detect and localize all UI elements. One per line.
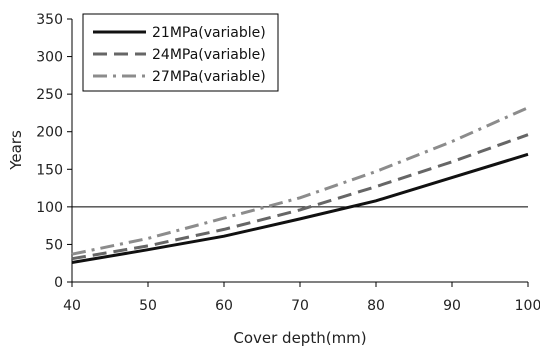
series-line bbox=[71, 133, 529, 261]
x-tick-label: 50 bbox=[139, 298, 157, 314]
x-axis-ticks: 40 50 60 70 80 90 100 bbox=[63, 282, 540, 314]
plot-area: 0 50 100 150 200 250 300 350 40 50 60 70 80 90 100 bbox=[36, 12, 540, 314]
legend: 21MPa(variable) 24MPa(variable) 27MPa(vari… bbox=[82, 13, 279, 92]
x-axis-title: Cover depth(mm) bbox=[233, 329, 366, 347]
y-tick-label: 200 bbox=[36, 125, 63, 141]
y-tick-label: 300 bbox=[36, 50, 63, 66]
y-tick-label: 50 bbox=[45, 237, 63, 253]
y-tick-label: 350 bbox=[36, 12, 63, 28]
x-tick-label: 60 bbox=[215, 298, 233, 314]
series-line bbox=[71, 106, 529, 256]
legend-items: 21MPa(variable) 24MPa(variable) 27MPa(vari… bbox=[93, 25, 266, 85]
x-tick-label: 40 bbox=[63, 298, 81, 314]
y-axis-title: Years bbox=[7, 130, 25, 171]
y-tick-label: 150 bbox=[36, 162, 63, 178]
y-tick-label: 250 bbox=[36, 87, 63, 103]
y-tick-label: 0 bbox=[54, 275, 63, 291]
series-line bbox=[71, 152, 529, 264]
x-tick-label: 80 bbox=[367, 298, 385, 314]
legend-label: 21MPa(variable) bbox=[152, 25, 266, 41]
legend-box bbox=[82, 13, 279, 92]
legend-label: 27MPa(variable) bbox=[152, 69, 266, 85]
y-axis-ticks: 0 50 100 150 200 250 300 350 bbox=[36, 12, 72, 291]
series-lines bbox=[71, 106, 529, 264]
legend-label: 24MPa(variable) bbox=[152, 47, 266, 63]
x-tick-label: 90 bbox=[443, 298, 461, 314]
x-tick-label: 100 bbox=[515, 298, 540, 314]
y-tick-label: 100 bbox=[36, 200, 63, 216]
x-tick-label: 70 bbox=[291, 298, 309, 314]
